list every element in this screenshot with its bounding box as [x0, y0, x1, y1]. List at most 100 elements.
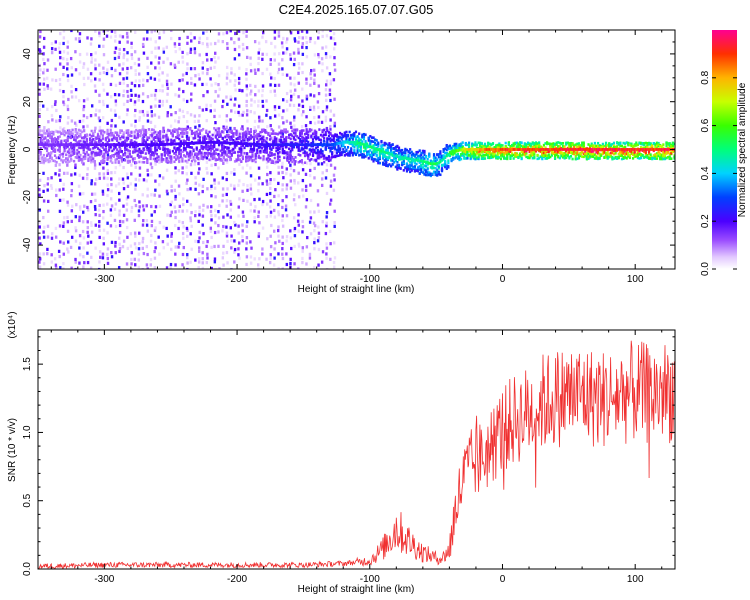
spectrogram-cell: [93, 182, 97, 186]
spectrogram-cell: [162, 130, 165, 134]
spectrogram-ridge-cell: [80, 143, 84, 147]
spectrogram-cell: [224, 153, 227, 156]
spectrogram-cell: [482, 153, 485, 157]
spectrogram-cell: [198, 152, 202, 155]
spectrogram-cell: [109, 213, 113, 217]
spectrogram-cell: [149, 239, 153, 243]
spectrogram-cell: [170, 159, 173, 163]
spectrogram-cell: [73, 138, 76, 141]
spectrogram-cell: [143, 130, 146, 133]
spectrogram-cell: [133, 140, 136, 144]
spectrogram-cell: [117, 150, 120, 153]
spectrogram-cell: [310, 144, 313, 148]
spectrogram-cell: [329, 163, 333, 167]
spectrogram-cell: [170, 232, 173, 236]
spectrogram-cell: [79, 139, 82, 143]
spectrogram-cell: [137, 57, 141, 61]
spectrogram-cell: [278, 131, 281, 135]
spectrogram-cell: [165, 266, 169, 269]
spectrogram-cell: [42, 160, 45, 164]
spectrogram-cell: [42, 68, 46, 72]
spectrogram-cell: [163, 154, 167, 157]
spectrogram-cell: [109, 156, 112, 160]
spectrogram-cell: [166, 114, 169, 118]
spectrogram-cell: [504, 157, 507, 160]
spectrogram-cell: [101, 160, 104, 163]
spectrogram-cell: [205, 137, 208, 140]
spectrogram-cell: [78, 39, 81, 43]
spectrogram-cell: [308, 129, 311, 133]
spectrogram-cell: [98, 148, 101, 152]
spectrogram-cell: [317, 115, 321, 119]
spectrogram-cell: [82, 148, 85, 152]
spectrogram-ridge-cell: [82, 143, 85, 147]
spectrogram-cell: [415, 169, 418, 173]
spectrogram-cell: [98, 140, 101, 144]
spectrogram-cell: [474, 143, 477, 147]
spectrogram-cell: [73, 135, 76, 139]
spectrogram-cell: [125, 138, 128, 142]
spectrogram-cell: [38, 178, 42, 182]
spectrogram-cell: [312, 105, 316, 109]
spectrogram-cell: [525, 155, 528, 159]
spectrogram-ridge-cell: [326, 143, 329, 147]
spectrogram-cell: [94, 113, 97, 117]
spectrogram-cell: [214, 41, 217, 46]
spectrogram-cell: [173, 42, 177, 46]
spectrogram-cell: [47, 129, 50, 132]
spectrogram-cell: [38, 236, 41, 240]
spectrogram-cell: [98, 78, 101, 82]
spectrogram-cell: [276, 147, 280, 151]
spectrogram-cell: [374, 148, 377, 152]
spectrogram-cell: [70, 73, 74, 77]
spectrogram-ridge-cell: [434, 162, 437, 166]
spectrogram-cell: [205, 151, 208, 155]
spectrogram-cell: [345, 133, 348, 137]
spectrogram-cell: [126, 40, 129, 44]
spectrogram-cell: [254, 154, 257, 158]
spectrogram-cell: [114, 68, 117, 72]
spectrogram-cell: [409, 165, 412, 168]
spectrogram-cell: [66, 78, 70, 83]
spectrogram-cell: [57, 148, 60, 152]
spectrogram-cell: [332, 37, 336, 41]
spectrogram-ridge-cell: [251, 142, 254, 146]
spectrogram-cell: [189, 146, 192, 149]
spectrogram-cell: [366, 150, 369, 154]
spectrogram-cell: [225, 250, 229, 255]
spectrogram-cell: [269, 83, 272, 87]
spectrogram-cell: [142, 44, 145, 48]
spectrogram-cell: [60, 132, 63, 136]
spectrogram-cell: [58, 42, 62, 46]
spectrogram-cell: [482, 145, 485, 148]
spectrogram-cell: [227, 128, 230, 132]
spectrogram-cell: [49, 159, 52, 163]
spectrogram-cell: [122, 94, 125, 98]
spectrogram-cell: [157, 131, 160, 134]
spectrogram-cell: [227, 146, 230, 150]
spectrogram-cell: [154, 226, 157, 230]
spectrogram-cell: [149, 155, 152, 159]
spectrogram-cell: [300, 160, 303, 164]
spectrogram-cell: [269, 253, 272, 257]
spectrogram-cell: [498, 156, 501, 159]
spectrogram-ridge-cell: [203, 141, 206, 145]
spectrogram-cell: [257, 139, 260, 143]
spectrogram-cell: [170, 155, 173, 158]
spectrogram-cell: [367, 139, 370, 142]
spectrogram-ridge-cell: [475, 148, 479, 151]
spectrogram-cell: [284, 128, 288, 131]
spectrogram-cell: [305, 30, 309, 34]
spectrogram-cell: [471, 153, 474, 156]
spectrogram-cell: [378, 153, 381, 156]
spectrogram-cell: [146, 187, 149, 191]
spectrogram-cell: [276, 152, 280, 155]
spectrogram-cell: [474, 155, 477, 158]
spectrogram-cell: [241, 133, 245, 136]
spectrogram-cell: [189, 47, 193, 51]
spectrogram-cell: [138, 154, 141, 158]
spectrogram-cell: [82, 236, 86, 240]
spectrogram-cell: [249, 62, 252, 67]
spectrogram-cell: [147, 136, 151, 140]
spectrogram-cell: [297, 229, 300, 233]
